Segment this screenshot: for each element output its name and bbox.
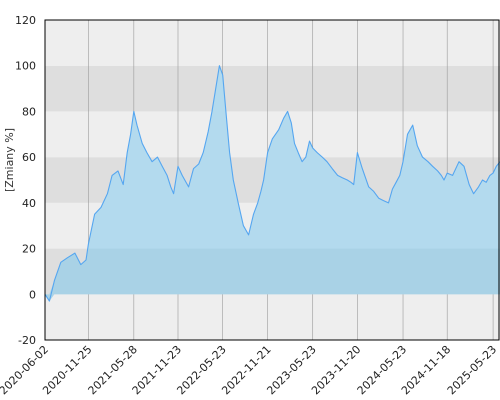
band-80-100 — [45, 65, 500, 112]
y-tick-label: 80 — [22, 105, 36, 118]
series-line — [44, 65, 500, 302]
y-tick-label: 0 — [29, 288, 36, 301]
y-axis-ticks: -20 0 20 40 60 80 100 120 — [15, 14, 36, 347]
y-tick-label: 100 — [15, 60, 36, 73]
x-axis-ticks: 2020-06-022020-11-252021-05-282021-11-23… — [0, 343, 499, 397]
y-tick-label: 120 — [15, 14, 36, 27]
band-100-120 — [45, 20, 500, 66]
area-fill-low-band — [45, 248, 500, 295]
y-axis-title: [Zmiany %] — [3, 128, 16, 192]
y-tick-label: 20 — [22, 243, 36, 256]
x-tick-label: 2025-05-23 — [445, 343, 499, 397]
y-tick-label: 40 — [22, 197, 36, 210]
area-fill-positive — [45, 65, 500, 295]
y-tick-label: -20 — [18, 334, 36, 347]
series-line-path — [44, 65, 500, 302]
band--20-0 — [45, 294, 500, 340]
y-tick-label: 60 — [22, 151, 36, 164]
plot-frame — [44, 19, 500, 341]
area-fill — [45, 65, 500, 302]
